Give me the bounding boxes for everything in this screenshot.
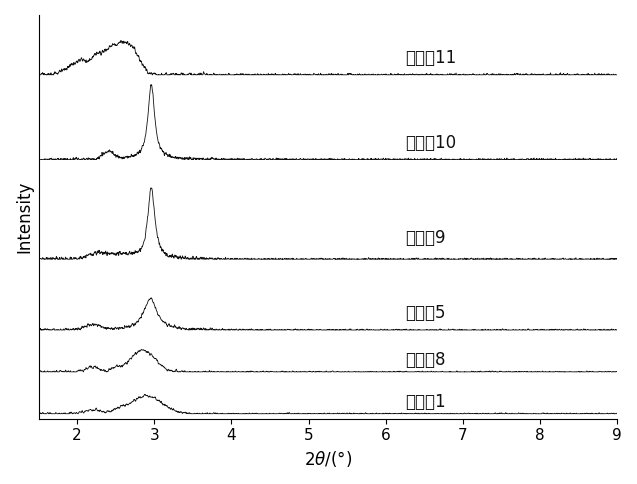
- Y-axis label: Intensity: Intensity: [15, 181, 33, 253]
- Text: 实施套8: 实施套8: [405, 351, 445, 369]
- X-axis label: $2\theta$/(°): $2\theta$/(°): [304, 449, 352, 469]
- Text: 实施套9: 实施套9: [405, 229, 445, 247]
- Text: 实施套1: 实施套1: [405, 393, 446, 411]
- Text: 实施套10: 实施套10: [405, 134, 456, 151]
- Text: 实施套5: 实施套5: [405, 304, 445, 322]
- Text: 实施套11: 实施套11: [405, 49, 456, 67]
